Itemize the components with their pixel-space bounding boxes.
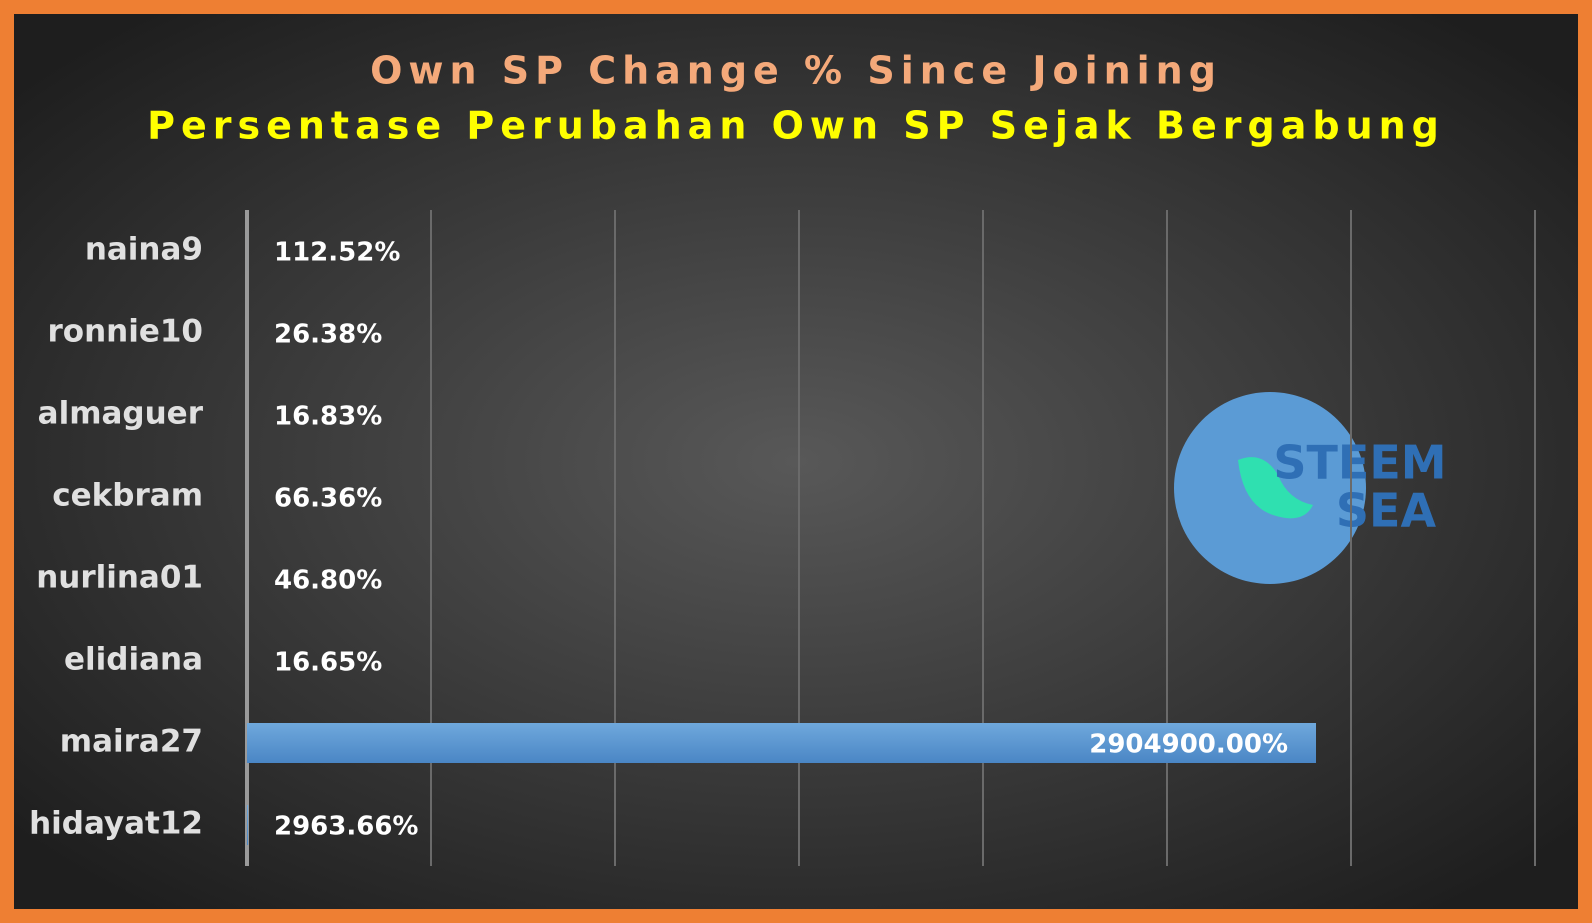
value-label: 2904900.00% — [1089, 730, 1288, 760]
value-label: 112.52% — [274, 238, 400, 268]
globe-land — [1238, 457, 1313, 519]
y-tick-label: hidayat12 — [29, 806, 203, 842]
value-label: 16.65% — [274, 648, 382, 678]
value-label: 2963.66% — [274, 812, 418, 842]
value-label: 46.80% — [274, 566, 382, 596]
chart-title: Own SP Change % Since Joining — [370, 49, 1222, 93]
logo: STEEM SEA — [1174, 392, 1447, 584]
bar — [247, 805, 249, 845]
logo-text: SEA — [1336, 484, 1437, 538]
y-tick-label: elidiana — [64, 642, 203, 678]
logo-text: STEEM — [1273, 436, 1446, 490]
y-tick-label: nurlina01 — [36, 560, 203, 596]
y-tick-label: naina9 — [85, 232, 203, 268]
chart-subtitle: Persentase Perubahan Own SP Sejak Bergab… — [147, 104, 1445, 148]
y-tick-label: maira27 — [60, 724, 203, 760]
value-label: 26.38% — [274, 320, 382, 350]
bar — [247, 723, 1317, 763]
value-label: 16.83% — [274, 402, 382, 432]
y-tick-label: cekbram — [52, 478, 203, 514]
y-tick-label: ronnie10 — [47, 314, 203, 350]
y-tick-label: almaguer — [38, 396, 204, 432]
value-label: 66.36% — [274, 484, 382, 514]
